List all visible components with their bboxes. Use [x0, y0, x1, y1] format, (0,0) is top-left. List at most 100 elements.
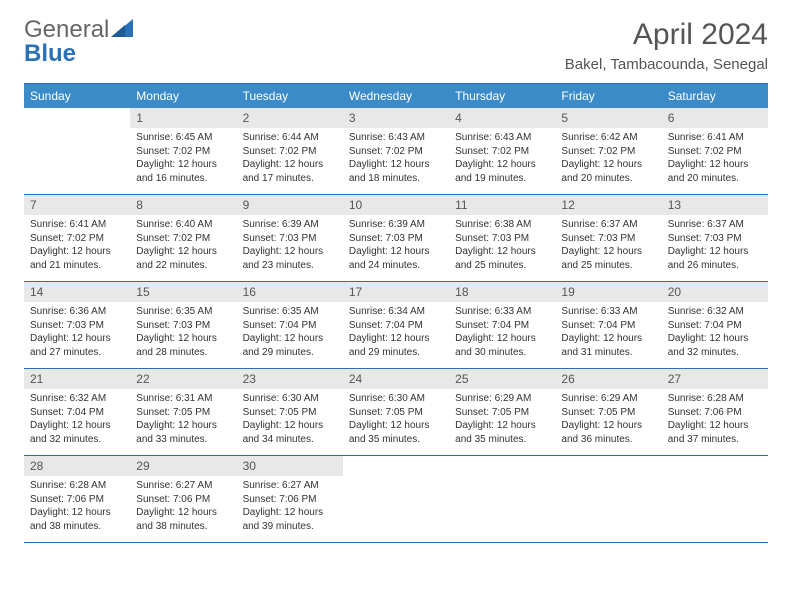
- day-20: 20Sunrise: 6:32 AMSunset: 7:04 PMDayligh…: [662, 282, 768, 368]
- daylight-line1: Daylight: 12 hours: [136, 506, 230, 520]
- day-info: Sunrise: 6:43 AMSunset: 7:02 PMDaylight:…: [343, 128, 449, 191]
- daylight-line2: and 29 minutes.: [243, 346, 337, 360]
- sunrise-text: Sunrise: 6:39 AM: [243, 218, 337, 232]
- day-info: Sunrise: 6:33 AMSunset: 7:04 PMDaylight:…: [449, 302, 555, 365]
- day-info: Sunrise: 6:28 AMSunset: 7:06 PMDaylight:…: [24, 476, 130, 539]
- day-info: Sunrise: 6:35 AMSunset: 7:04 PMDaylight:…: [237, 302, 343, 365]
- sunset-text: Sunset: 7:03 PM: [30, 319, 124, 333]
- day-number: 26: [555, 369, 661, 389]
- sunrise-text: Sunrise: 6:27 AM: [136, 479, 230, 493]
- daylight-line2: and 18 minutes.: [349, 172, 443, 186]
- sunrise-text: Sunrise: 6:28 AM: [668, 392, 762, 406]
- day-empty: [343, 456, 449, 542]
- day-number: 25: [449, 369, 555, 389]
- daylight-line1: Daylight: 12 hours: [136, 332, 230, 346]
- sunrise-text: Sunrise: 6:34 AM: [349, 305, 443, 319]
- day-number: 22: [130, 369, 236, 389]
- daylight-line1: Daylight: 12 hours: [455, 245, 549, 259]
- day-29: 29Sunrise: 6:27 AMSunset: 7:06 PMDayligh…: [130, 456, 236, 542]
- sunrise-text: Sunrise: 6:33 AM: [561, 305, 655, 319]
- day-number: [449, 456, 555, 476]
- sunset-text: Sunset: 7:04 PM: [243, 319, 337, 333]
- daylight-line2: and 35 minutes.: [349, 433, 443, 447]
- sunrise-text: Sunrise: 6:39 AM: [349, 218, 443, 232]
- daylight-line2: and 30 minutes.: [455, 346, 549, 360]
- day-of-week-header: SundayMondayTuesdayWednesdayThursdayFrid…: [24, 84, 768, 108]
- dow-saturday: Saturday: [662, 84, 768, 108]
- day-info: Sunrise: 6:27 AMSunset: 7:06 PMDaylight:…: [130, 476, 236, 539]
- daylight-line2: and 36 minutes.: [561, 433, 655, 447]
- dow-tuesday: Tuesday: [237, 84, 343, 108]
- day-info: Sunrise: 6:41 AMSunset: 7:02 PMDaylight:…: [24, 215, 130, 278]
- day-21: 21Sunrise: 6:32 AMSunset: 7:04 PMDayligh…: [24, 369, 130, 455]
- daylight-line2: and 32 minutes.: [30, 433, 124, 447]
- day-number: 30: [237, 456, 343, 476]
- day-28: 28Sunrise: 6:28 AMSunset: 7:06 PMDayligh…: [24, 456, 130, 542]
- logo-triangle-icon: [111, 18, 133, 36]
- day-empty: [24, 108, 130, 194]
- day-info: Sunrise: 6:27 AMSunset: 7:06 PMDaylight:…: [237, 476, 343, 539]
- sunrise-text: Sunrise: 6:30 AM: [243, 392, 337, 406]
- day-number: 11: [449, 195, 555, 215]
- daylight-line1: Daylight: 12 hours: [349, 332, 443, 346]
- day-info: Sunrise: 6:31 AMSunset: 7:05 PMDaylight:…: [130, 389, 236, 452]
- sunset-text: Sunset: 7:03 PM: [561, 232, 655, 246]
- daylight-line1: Daylight: 12 hours: [30, 245, 124, 259]
- day-15: 15Sunrise: 6:35 AMSunset: 7:03 PMDayligh…: [130, 282, 236, 368]
- day-number: 2: [237, 108, 343, 128]
- sunset-text: Sunset: 7:05 PM: [561, 406, 655, 420]
- day-5: 5Sunrise: 6:42 AMSunset: 7:02 PMDaylight…: [555, 108, 661, 194]
- day-empty: [662, 456, 768, 542]
- sunrise-text: Sunrise: 6:32 AM: [668, 305, 762, 319]
- sunrise-text: Sunrise: 6:45 AM: [136, 131, 230, 145]
- sunset-text: Sunset: 7:04 PM: [30, 406, 124, 420]
- daylight-line2: and 31 minutes.: [561, 346, 655, 360]
- sunset-text: Sunset: 7:06 PM: [30, 493, 124, 507]
- daylight-line1: Daylight: 12 hours: [243, 506, 337, 520]
- sunset-text: Sunset: 7:03 PM: [243, 232, 337, 246]
- sunrise-text: Sunrise: 6:37 AM: [668, 218, 762, 232]
- daylight-line1: Daylight: 12 hours: [455, 332, 549, 346]
- sunset-text: Sunset: 7:06 PM: [668, 406, 762, 420]
- day-16: 16Sunrise: 6:35 AMSunset: 7:04 PMDayligh…: [237, 282, 343, 368]
- day-17: 17Sunrise: 6:34 AMSunset: 7:04 PMDayligh…: [343, 282, 449, 368]
- daylight-line1: Daylight: 12 hours: [668, 419, 762, 433]
- day-2: 2Sunrise: 6:44 AMSunset: 7:02 PMDaylight…: [237, 108, 343, 194]
- sunrise-text: Sunrise: 6:29 AM: [455, 392, 549, 406]
- daylight-line1: Daylight: 12 hours: [561, 245, 655, 259]
- day-info: Sunrise: 6:41 AMSunset: 7:02 PMDaylight:…: [662, 128, 768, 191]
- daylight-line1: Daylight: 12 hours: [243, 419, 337, 433]
- day-24: 24Sunrise: 6:30 AMSunset: 7:05 PMDayligh…: [343, 369, 449, 455]
- daylight-line2: and 26 minutes.: [668, 259, 762, 273]
- daylight-line2: and 32 minutes.: [668, 346, 762, 360]
- title-block: April 2024 Bakel, Tambacounda, Senegal: [565, 18, 768, 73]
- day-number: [343, 456, 449, 476]
- daylight-line2: and 25 minutes.: [455, 259, 549, 273]
- daylight-line2: and 25 minutes.: [561, 259, 655, 273]
- daylight-line2: and 17 minutes.: [243, 172, 337, 186]
- day-number: 18: [449, 282, 555, 302]
- day-number: 15: [130, 282, 236, 302]
- sunset-text: Sunset: 7:03 PM: [349, 232, 443, 246]
- day-info: Sunrise: 6:32 AMSunset: 7:04 PMDaylight:…: [662, 302, 768, 365]
- sunset-text: Sunset: 7:02 PM: [30, 232, 124, 246]
- daylight-line2: and 33 minutes.: [136, 433, 230, 447]
- daylight-line2: and 20 minutes.: [561, 172, 655, 186]
- sunrise-text: Sunrise: 6:28 AM: [30, 479, 124, 493]
- daylight-line2: and 22 minutes.: [136, 259, 230, 273]
- week-row: 28Sunrise: 6:28 AMSunset: 7:06 PMDayligh…: [24, 456, 768, 543]
- day-number: 3: [343, 108, 449, 128]
- sunset-text: Sunset: 7:05 PM: [455, 406, 549, 420]
- daylight-line2: and 20 minutes.: [668, 172, 762, 186]
- sunrise-text: Sunrise: 6:27 AM: [243, 479, 337, 493]
- day-number: 12: [555, 195, 661, 215]
- day-info: Sunrise: 6:42 AMSunset: 7:02 PMDaylight:…: [555, 128, 661, 191]
- day-number: 20: [662, 282, 768, 302]
- day-info: Sunrise: 6:38 AMSunset: 7:03 PMDaylight:…: [449, 215, 555, 278]
- day-number: 19: [555, 282, 661, 302]
- week-row: 1Sunrise: 6:45 AMSunset: 7:02 PMDaylight…: [24, 108, 768, 195]
- day-number: 16: [237, 282, 343, 302]
- daylight-line1: Daylight: 12 hours: [30, 419, 124, 433]
- day-13: 13Sunrise: 6:37 AMSunset: 7:03 PMDayligh…: [662, 195, 768, 281]
- day-number: 21: [24, 369, 130, 389]
